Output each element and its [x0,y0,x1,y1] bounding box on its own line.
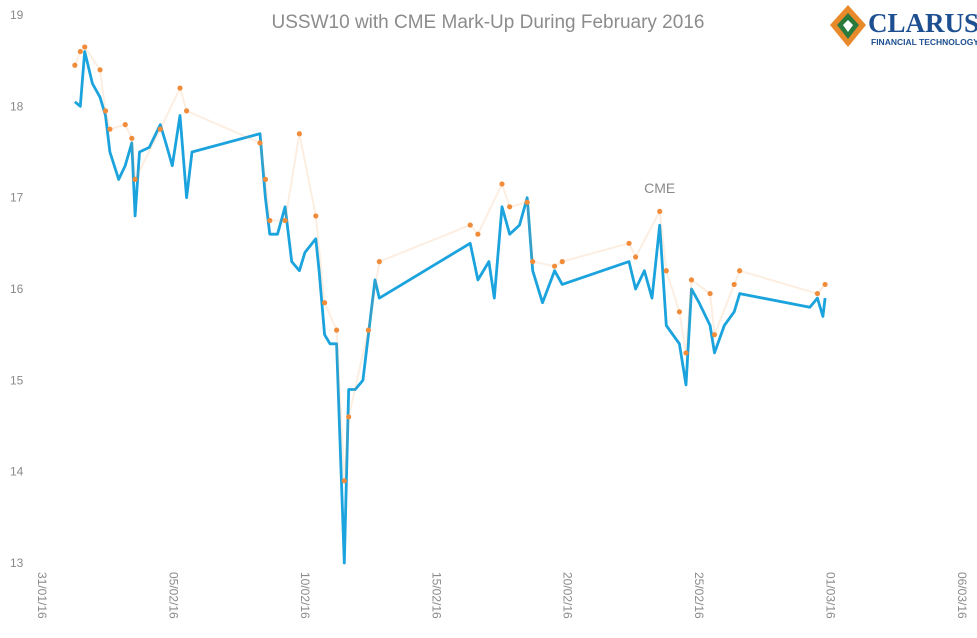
data-point [676,309,683,315]
x-tick-label: 01/03/16 [824,572,838,619]
data-point [499,181,505,187]
data-point [122,122,128,128]
data-point [731,281,737,288]
x-tick-label: 10/02/16 [298,572,312,619]
data-point [814,290,821,297]
data-point [683,350,689,356]
x-tick-label: 25/02/16 [692,572,706,619]
data-point [313,213,319,219]
x-tick-label: 05/02/16 [166,572,180,619]
data-point [97,67,103,73]
x-tick-label: 15/02/16 [429,572,443,619]
data-point [657,208,663,214]
y-tick-label: 17 [10,191,24,205]
x-tick-label: 06/03/16 [955,572,969,619]
data-point [467,222,473,228]
data-point [257,140,263,146]
data-point [711,332,718,338]
x-tick-label: 31/01/16 [35,572,49,619]
logo-subtitle: FINANCIAL TECHNOLOGY [871,37,977,47]
data-point [157,126,163,132]
annotation: CME [644,180,675,196]
data-point [688,277,695,283]
data-point [183,108,190,114]
logo-name: CLARUS [868,8,977,38]
data-point [107,126,113,132]
data-point [663,268,669,274]
x-tick-label: 20/02/16 [561,572,575,619]
y-tick-label: 16 [10,282,24,296]
y-tick-label: 18 [10,99,24,113]
data-point [376,259,382,265]
y-tick-label: 15 [10,373,24,387]
chart-title: USSW10 with CME Mark-Up During February … [272,12,705,33]
y-tick-label: 19 [10,8,24,22]
data-point [267,217,273,224]
data-point [524,199,530,205]
data-point [626,240,632,246]
data-point [132,176,138,182]
data-point [737,268,743,274]
logo-icon-core [843,20,853,32]
data-point [822,281,828,288]
data-point [77,48,83,55]
data-point [334,327,340,333]
data-point [507,204,513,210]
data-point [559,259,565,265]
y-tick-label: 13 [10,556,24,570]
data-point [633,254,639,260]
data-point [177,85,183,91]
data-point [262,176,269,182]
data-point [341,478,347,484]
data-point [72,62,78,68]
data-point [707,290,713,297]
data-point [365,327,371,333]
y-tick-label: 14 [10,465,24,479]
data-point [129,135,135,141]
data-point [296,131,302,137]
data-point [551,263,558,269]
logo: CLARUS FINANCIAL TECHNOLOGY [830,5,977,47]
data-point [530,259,536,265]
data-point [321,300,328,306]
data-point [475,231,481,237]
data-point [282,217,288,224]
data-point [82,44,88,50]
data-point [102,108,109,114]
data-point [346,414,352,420]
series-line [74,50,827,565]
